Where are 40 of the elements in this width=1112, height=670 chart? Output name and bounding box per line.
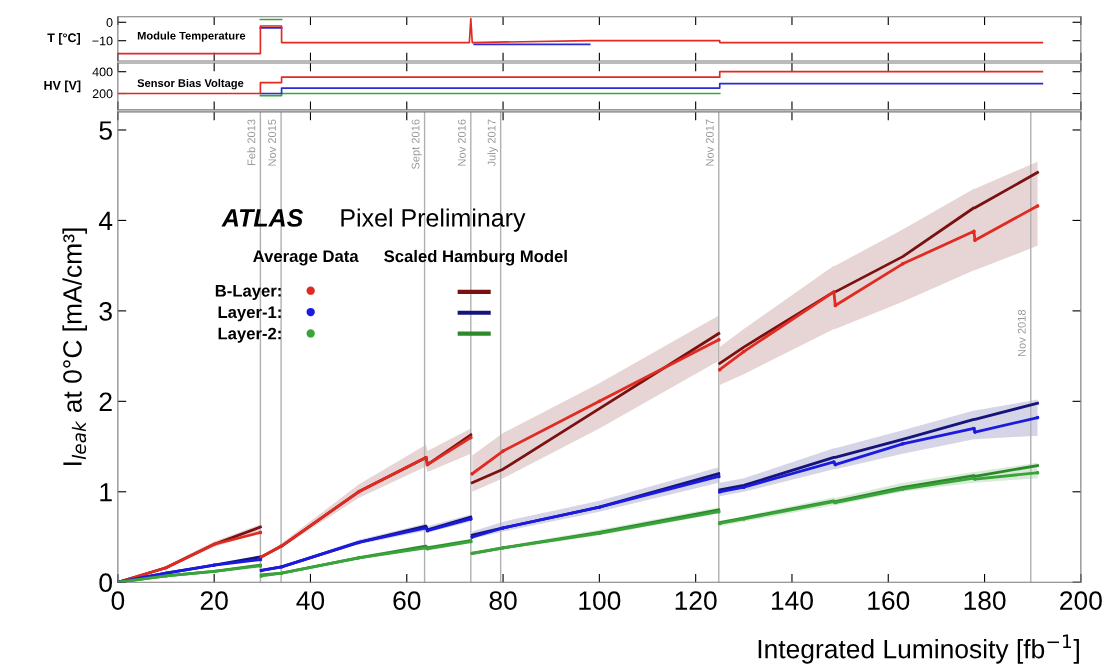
ref-line-label: Nov 2016 xyxy=(457,119,466,166)
x-tick-label: 40 xyxy=(296,591,325,610)
y-axis-title: T [°C] xyxy=(47,33,80,45)
annotation: Sensor Bias Voltage xyxy=(137,78,244,90)
y-tick-label: 200 xyxy=(92,89,113,99)
x-tick-label: 100 xyxy=(579,591,621,610)
annotation: ATLAS xyxy=(221,209,304,227)
y-axis-title: HV [V] xyxy=(44,80,81,93)
y-tick-label: 2 xyxy=(99,392,112,411)
x-tick-label: 20 xyxy=(200,591,228,610)
x-tick-label: 180 xyxy=(964,591,1006,610)
x-tick-label: 140 xyxy=(771,591,813,610)
x-tick-label: 200 xyxy=(1060,591,1102,610)
ref-line-label: July 2017 xyxy=(487,119,498,167)
x-tick-label: 80 xyxy=(489,591,517,610)
ref-line-label: Nov 2018 xyxy=(1017,309,1026,357)
ref-line-label: Nov 2017 xyxy=(705,119,714,166)
y-tick-label: 3 xyxy=(99,302,112,321)
ref-line-label: Nov 2015 xyxy=(268,119,277,166)
y-tick-label: 4 xyxy=(98,211,113,230)
x-tick-label: 120 xyxy=(675,591,717,610)
legend-label: Layer-1: xyxy=(218,306,281,322)
annotation: Pixel Preliminary xyxy=(341,208,526,232)
x-tick-label: 160 xyxy=(868,591,910,610)
ref-line-label: Feb 2013 xyxy=(247,119,256,165)
y-tick-label: 5 xyxy=(99,121,112,140)
y-axis-title: I$_{leak}$ at 0°C [mA/cm³] xyxy=(62,228,88,465)
legend-label: B-Layer: xyxy=(215,285,281,300)
x-axis-title: Integrated Luminosity [fb$^{−1}$] xyxy=(758,634,1079,664)
legend-label: Layer-2: xyxy=(218,327,281,343)
annotation: Module Temperature xyxy=(137,31,246,42)
y-tick-label: 0 xyxy=(99,573,112,593)
annotation: Average Data xyxy=(253,250,359,266)
x-tick-label: 60 xyxy=(393,591,421,610)
y-tick-label: 1 xyxy=(100,483,112,502)
annotation: Scaled Hamburg Model xyxy=(384,249,567,266)
y-tick-label: 0 xyxy=(106,18,113,27)
y-tick-label: −10 xyxy=(92,36,113,46)
ref-line-label: Sept 2016 xyxy=(411,119,422,170)
y-tick-label: 400 xyxy=(92,67,113,77)
